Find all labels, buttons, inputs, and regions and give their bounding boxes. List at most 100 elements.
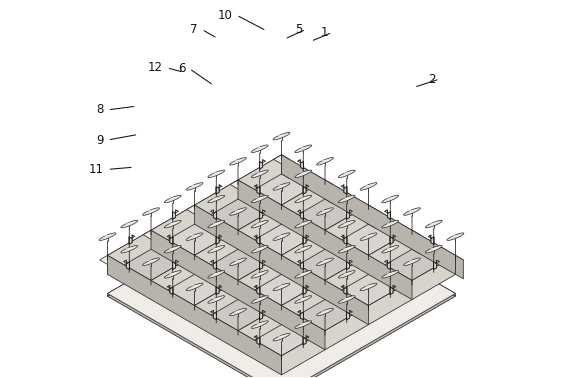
Polygon shape — [295, 245, 312, 253]
Polygon shape — [246, 314, 317, 356]
Polygon shape — [208, 296, 225, 303]
Polygon shape — [298, 210, 303, 219]
Polygon shape — [211, 260, 217, 270]
Polygon shape — [251, 321, 268, 328]
Polygon shape — [260, 160, 265, 169]
Polygon shape — [295, 170, 312, 178]
Polygon shape — [282, 193, 455, 296]
Polygon shape — [273, 333, 290, 341]
Polygon shape — [108, 256, 282, 375]
Polygon shape — [282, 155, 289, 178]
Polygon shape — [426, 245, 442, 253]
Polygon shape — [260, 210, 265, 219]
Polygon shape — [151, 180, 333, 285]
Polygon shape — [341, 235, 347, 245]
Polygon shape — [282, 256, 463, 360]
Polygon shape — [404, 208, 421, 215]
Polygon shape — [338, 271, 355, 278]
Polygon shape — [202, 290, 274, 331]
Polygon shape — [208, 271, 225, 278]
Polygon shape — [251, 220, 268, 228]
Polygon shape — [238, 180, 412, 299]
Polygon shape — [230, 158, 247, 165]
Polygon shape — [455, 256, 463, 279]
Polygon shape — [303, 336, 309, 345]
Polygon shape — [124, 260, 129, 270]
Polygon shape — [143, 230, 325, 335]
Polygon shape — [404, 258, 421, 266]
Polygon shape — [382, 271, 399, 278]
Polygon shape — [360, 233, 377, 240]
Polygon shape — [230, 308, 247, 316]
Polygon shape — [251, 296, 268, 303]
Polygon shape — [167, 235, 173, 245]
Polygon shape — [208, 245, 225, 253]
Text: 1: 1 — [321, 26, 329, 39]
Polygon shape — [108, 155, 289, 260]
Polygon shape — [338, 220, 355, 228]
Polygon shape — [289, 239, 361, 280]
Polygon shape — [230, 180, 412, 285]
Polygon shape — [164, 245, 181, 253]
Polygon shape — [369, 205, 376, 229]
Polygon shape — [295, 296, 312, 303]
Polygon shape — [376, 239, 448, 280]
Polygon shape — [108, 196, 455, 378]
Polygon shape — [316, 158, 333, 165]
Polygon shape — [346, 210, 352, 219]
Polygon shape — [159, 264, 230, 305]
Polygon shape — [208, 220, 225, 228]
Polygon shape — [238, 230, 412, 350]
Polygon shape — [194, 205, 369, 325]
Polygon shape — [230, 258, 247, 266]
Polygon shape — [142, 258, 159, 266]
Polygon shape — [194, 205, 376, 310]
Polygon shape — [254, 336, 260, 345]
Polygon shape — [303, 185, 309, 194]
Polygon shape — [251, 170, 268, 178]
Polygon shape — [202, 189, 274, 230]
Polygon shape — [108, 193, 282, 296]
Polygon shape — [338, 245, 355, 253]
Polygon shape — [295, 321, 312, 328]
Polygon shape — [447, 233, 464, 240]
Polygon shape — [115, 239, 187, 280]
Polygon shape — [338, 195, 355, 203]
Polygon shape — [325, 180, 333, 204]
Text: 8: 8 — [96, 104, 104, 116]
Polygon shape — [385, 210, 391, 219]
Polygon shape — [186, 183, 203, 190]
Text: 11: 11 — [89, 163, 104, 176]
Polygon shape — [282, 256, 455, 375]
Polygon shape — [390, 235, 396, 245]
Polygon shape — [100, 256, 282, 360]
Polygon shape — [211, 210, 217, 219]
Polygon shape — [251, 195, 268, 203]
Polygon shape — [186, 283, 203, 291]
Polygon shape — [208, 170, 225, 178]
Polygon shape — [142, 208, 159, 215]
Polygon shape — [121, 220, 138, 228]
Polygon shape — [341, 285, 347, 295]
Polygon shape — [251, 145, 268, 152]
Polygon shape — [216, 185, 222, 194]
Text: 10: 10 — [218, 9, 233, 22]
Polygon shape — [333, 264, 404, 305]
Polygon shape — [194, 205, 369, 325]
Polygon shape — [246, 164, 317, 205]
Polygon shape — [382, 195, 399, 203]
Polygon shape — [108, 155, 282, 274]
Polygon shape — [316, 308, 333, 316]
Polygon shape — [159, 214, 230, 256]
Polygon shape — [216, 235, 222, 245]
Polygon shape — [216, 285, 222, 295]
Polygon shape — [346, 260, 352, 270]
Text: 9: 9 — [96, 133, 104, 147]
Polygon shape — [151, 230, 325, 350]
Polygon shape — [341, 185, 347, 194]
Polygon shape — [333, 214, 404, 256]
Text: 2: 2 — [428, 73, 436, 85]
Text: 5: 5 — [295, 23, 302, 36]
Polygon shape — [298, 160, 303, 169]
Text: 7: 7 — [190, 23, 198, 36]
